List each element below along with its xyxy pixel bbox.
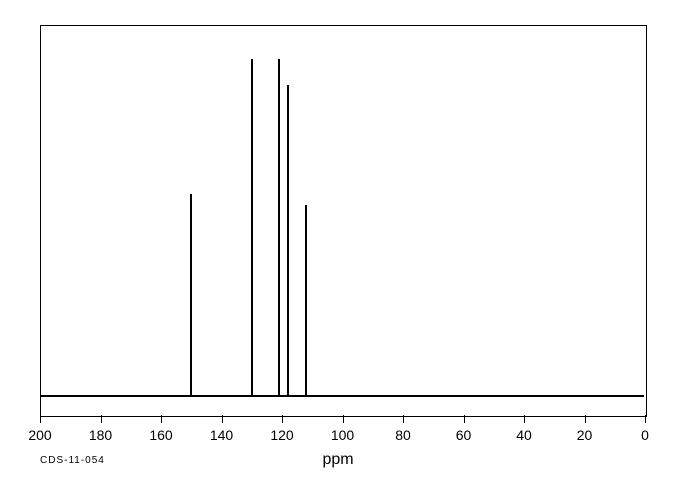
x-tick-label: 40 (516, 427, 532, 443)
x-tick (585, 415, 586, 423)
chart-container: 200180160140120100806040200 ppm CDS-11-0… (0, 0, 680, 500)
x-tick (645, 415, 646, 423)
spectrum-peak (278, 59, 280, 395)
x-tick (282, 415, 283, 423)
x-tick (222, 415, 223, 423)
x-tick-label: 20 (577, 427, 593, 443)
spectrum-peak (287, 85, 289, 395)
x-tick-label: 80 (395, 427, 411, 443)
x-tick (403, 415, 404, 423)
x-tick (161, 415, 162, 423)
x-tick-label: 120 (270, 427, 293, 443)
x-tick (101, 415, 102, 423)
x-tick-label: 200 (28, 427, 51, 443)
plot-area (40, 25, 647, 417)
x-tick (343, 415, 344, 423)
spectrum-peak (305, 205, 307, 395)
spectrum-peak (251, 59, 253, 395)
x-tick-label: 0 (641, 427, 649, 443)
x-tick (524, 415, 525, 423)
x-tick-label: 180 (89, 427, 112, 443)
x-tick-label: 60 (456, 427, 472, 443)
x-tick-label: 100 (331, 427, 354, 443)
baseline (41, 395, 644, 397)
spectrum-peak (190, 194, 192, 395)
x-tick-label: 140 (210, 427, 233, 443)
x-tick-label: 160 (149, 427, 172, 443)
x-axis-label: ppm (323, 451, 354, 469)
footer-label: CDS-11-054 (40, 455, 105, 466)
x-tick (464, 415, 465, 423)
x-tick (40, 415, 41, 423)
